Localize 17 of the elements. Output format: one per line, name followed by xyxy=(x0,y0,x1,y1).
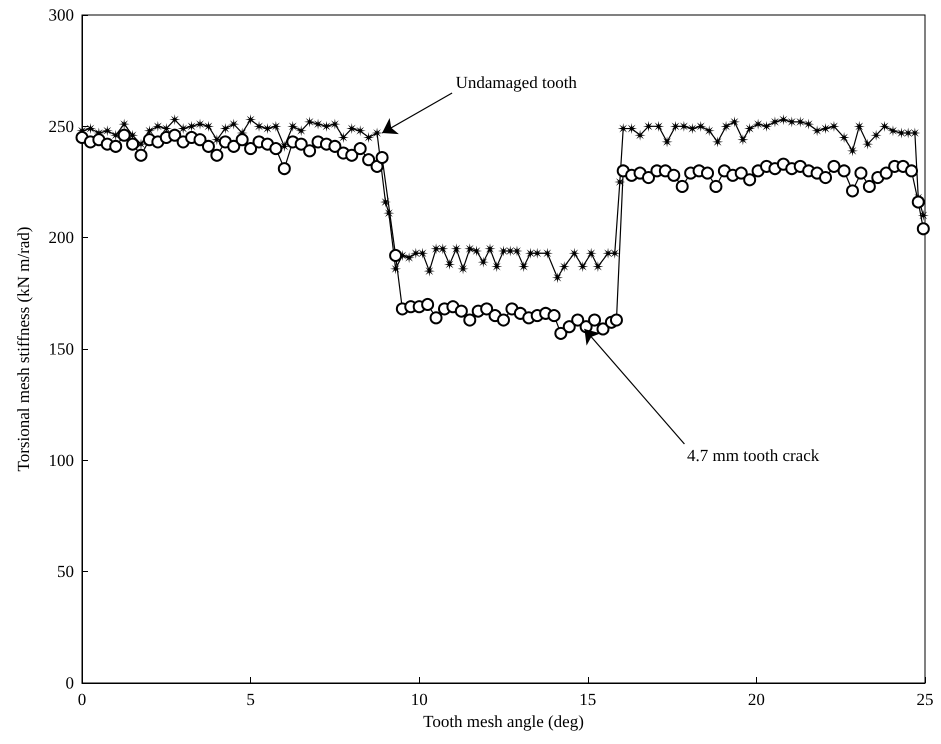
y-tick-label: 200 xyxy=(48,228,74,248)
x-tick-label: 25 xyxy=(916,690,934,709)
y-tick-label: 250 xyxy=(48,116,74,136)
y-tick-label: 100 xyxy=(48,450,74,470)
x-tick-label: 15 xyxy=(579,690,596,709)
y-axis-title: Torsional mesh stiffness (kN m/rad) xyxy=(14,226,33,472)
x-tick-label: 20 xyxy=(748,690,765,709)
annotation: Undamaged tooth xyxy=(456,73,578,92)
y-tick-label: 0 xyxy=(66,674,74,692)
y-tick-label: 150 xyxy=(48,340,74,358)
y-tick-label: 50 xyxy=(57,562,74,582)
x-tick-label: 0 xyxy=(78,690,86,709)
annotation: 4.7 mm tooth crack xyxy=(687,446,820,465)
x-tick-label: 5 xyxy=(246,690,255,709)
x-axis-title: Tooth mesh angle (deg) xyxy=(423,712,584,731)
x-tick-label: 10 xyxy=(410,690,428,709)
y-tick-label: 300 xyxy=(48,6,74,24)
